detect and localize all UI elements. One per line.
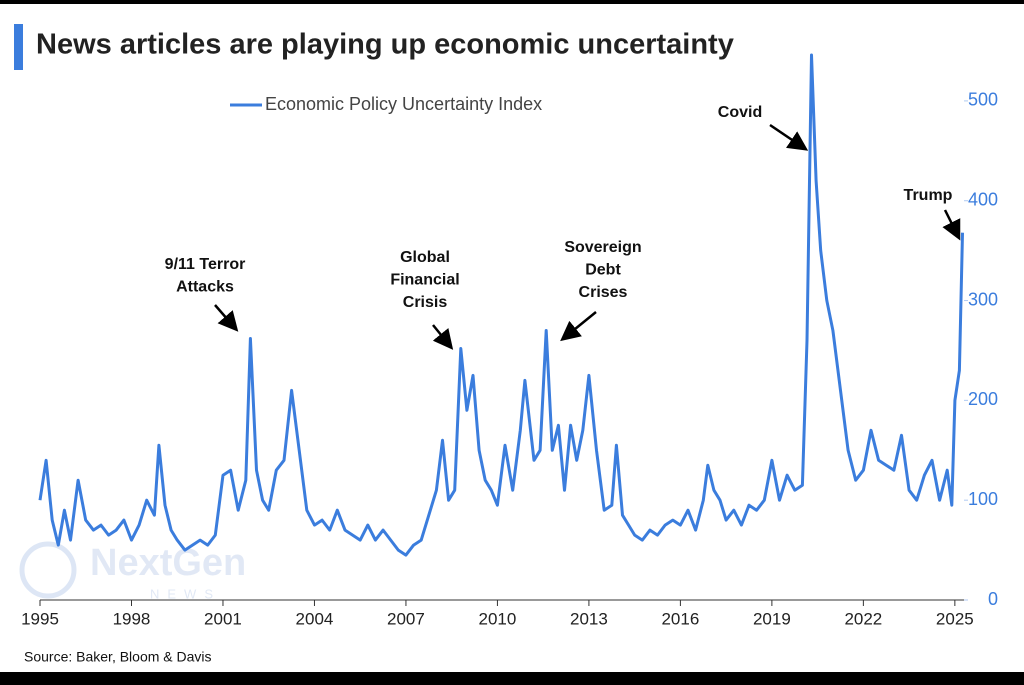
annotation: Covid	[718, 104, 762, 121]
annotation: Financial	[390, 272, 459, 289]
watermark-subtext: NEWS	[150, 586, 221, 601]
y-tick-label: 0	[988, 589, 998, 609]
x-tick-label: 2022	[844, 609, 882, 628]
annotation: Attacks	[176, 279, 234, 296]
annotation: Crises	[579, 284, 628, 301]
x-tick-label: 2004	[296, 609, 334, 628]
annotation-arrow	[214, 304, 239, 332]
y-tick-label: 500	[968, 90, 998, 110]
y-tick-label: 100	[968, 489, 998, 509]
x-tick-label: 1995	[21, 609, 59, 628]
line-series	[38, 53, 964, 557]
top-border	[0, 0, 1024, 4]
x-tick-label: 2019	[753, 609, 791, 628]
x-tick-label: 2013	[570, 609, 608, 628]
watermark-logo	[19, 541, 77, 599]
annotation: Global	[400, 249, 450, 266]
title-accent	[14, 24, 23, 70]
watermark-text: NextGen	[90, 542, 246, 584]
annotation: Debt	[585, 262, 621, 279]
chart-title: News articles are playing up economic un…	[36, 29, 734, 61]
bottom-border	[0, 672, 1024, 685]
annotation-arrow	[432, 324, 454, 350]
annotation: Trump	[904, 187, 953, 204]
y-tick-label: 400	[968, 189, 998, 209]
x-tick-label: 2016	[661, 609, 699, 628]
legend-label: Economic Policy Uncertainty Index	[265, 94, 542, 114]
x-tick-label: 1998	[113, 609, 151, 628]
x-tick-label: 2001	[204, 609, 242, 628]
annotation: Crisis	[403, 294, 448, 311]
y-tick-label: 300	[968, 289, 998, 309]
watermark: NextGen NEWS	[19, 541, 246, 601]
source: Source: Baker, Bloom & Davis	[24, 649, 212, 665]
annotation-arrow	[769, 123, 809, 151]
x-tick-label: 2025	[936, 609, 974, 628]
x-tick-label: 2007	[387, 609, 425, 628]
x-tick-label: 2010	[479, 609, 517, 628]
annotation-arrow	[942, 209, 961, 241]
annotation: Sovereign	[564, 239, 641, 256]
annotation: 9/11 Terror	[165, 256, 246, 273]
y-tick-label: 200	[968, 389, 998, 409]
annotation-arrow	[560, 311, 597, 342]
